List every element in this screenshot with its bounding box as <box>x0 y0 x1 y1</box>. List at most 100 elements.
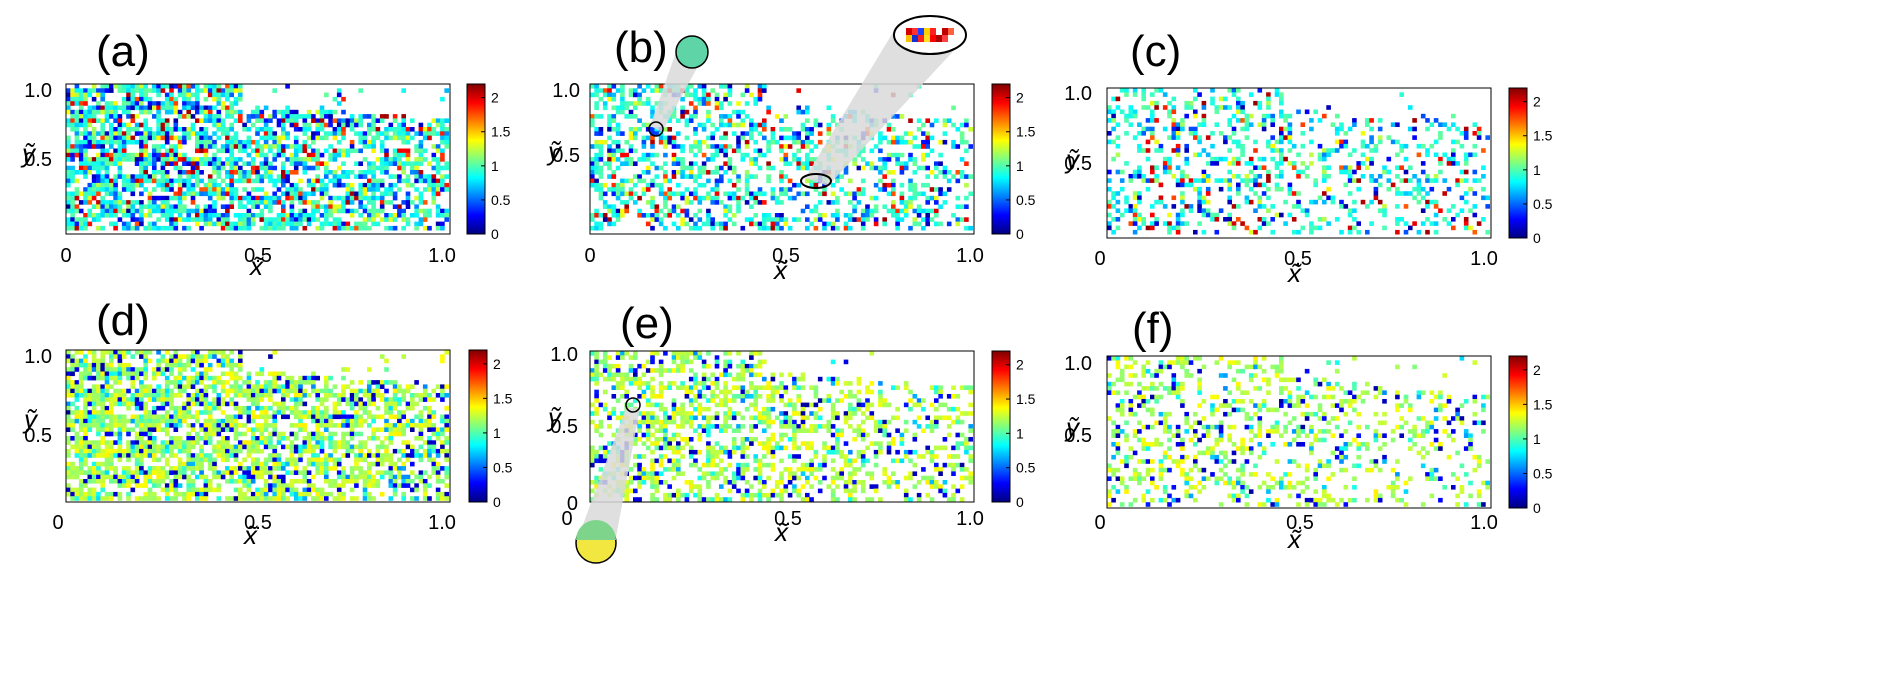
heatmap-cell <box>1214 105 1220 110</box>
heatmap-cell <box>250 393 256 398</box>
heatmap-cell <box>1485 229 1490 235</box>
heatmap-cell <box>276 122 282 128</box>
heatmap-cell <box>697 96 703 102</box>
heatmap-cell <box>371 208 376 214</box>
heatmap-cell <box>233 405 239 411</box>
heatmap-cell <box>1304 165 1310 170</box>
heatmap-cell <box>1107 131 1112 136</box>
heatmap-cell <box>1420 161 1426 166</box>
heatmap-cell <box>835 217 840 222</box>
heatmap-cell <box>1253 174 1258 179</box>
heatmap-cell <box>164 213 170 218</box>
heatmap-cell <box>663 139 668 145</box>
heatmap-cell <box>878 135 883 141</box>
heatmap-cell <box>1167 161 1172 166</box>
heatmap-cell <box>113 187 118 192</box>
heatmap-cell <box>104 448 110 454</box>
heatmap-cell <box>233 496 239 501</box>
heatmap-cell <box>392 131 398 136</box>
heatmap-cell <box>126 470 131 475</box>
heatmap-cell <box>195 410 200 415</box>
heatmap-cell <box>414 225 419 231</box>
heatmap-cell <box>813 157 819 162</box>
heatmap-cell <box>645 170 651 175</box>
heatmap-cell <box>143 96 148 102</box>
heatmap-cell <box>126 208 131 214</box>
heatmap-cell <box>697 165 703 171</box>
heatmap-cell <box>143 170 148 175</box>
heatmap-cell <box>753 96 758 102</box>
heatmap-cell <box>259 118 265 123</box>
heatmap-cell <box>1399 143 1404 149</box>
heatmap-cell <box>203 118 209 123</box>
heatmap-cell <box>959 217 965 222</box>
heatmap-cell <box>130 393 136 398</box>
heatmap-cell <box>1317 225 1323 231</box>
heatmap-cell <box>903 204 909 209</box>
heatmap-cell <box>611 157 617 162</box>
heatmap-cell <box>1283 156 1288 162</box>
heatmap-cell <box>1231 161 1237 166</box>
heatmap-cell <box>225 208 230 214</box>
heatmap-cell <box>87 170 93 175</box>
heatmap-cell <box>203 187 209 192</box>
heatmap-cell <box>242 204 247 209</box>
heatmap-cell <box>143 496 148 501</box>
heatmap-cell <box>379 195 385 201</box>
heatmap-cell <box>740 131 746 136</box>
heatmap-cell <box>1330 122 1336 127</box>
heatmap-cell <box>83 401 88 407</box>
heatmap-cell <box>830 200 836 205</box>
heatmap-cell <box>1369 148 1374 153</box>
heatmap-cell <box>710 157 715 162</box>
heatmap-cell <box>212 92 217 98</box>
heatmap-cell <box>332 225 338 231</box>
heatmap-cell <box>259 367 265 372</box>
heatmap-cell <box>1279 212 1284 218</box>
heatmap-cell <box>740 195 746 201</box>
heatmap-cell <box>143 367 148 372</box>
heatmap-cell <box>298 178 303 184</box>
heatmap-cell <box>229 371 234 377</box>
heatmap-cell <box>302 191 308 197</box>
heatmap-cell <box>212 182 217 188</box>
heatmap-cell <box>860 217 866 222</box>
heatmap-cell <box>70 444 75 450</box>
heatmap-cell <box>91 114 97 119</box>
heatmap-cell <box>96 182 101 188</box>
heatmap-cell <box>602 217 608 222</box>
heatmap-cell <box>1261 204 1267 209</box>
heatmap-cell <box>212 487 217 493</box>
heatmap-cell <box>1132 221 1138 226</box>
heatmap-cell <box>714 148 720 154</box>
heatmap-cell <box>637 195 642 201</box>
heatmap-cell <box>250 410 256 415</box>
heatmap-cell <box>195 135 200 141</box>
heatmap-cell <box>293 109 299 115</box>
heatmap-cell <box>70 384 75 389</box>
heatmap-cell <box>121 144 127 149</box>
heatmap-cell <box>1107 139 1112 145</box>
heatmap-cell <box>66 152 71 158</box>
heatmap-cell <box>444 213 449 218</box>
heatmap-cell <box>710 144 715 149</box>
heatmap-cell <box>697 200 703 205</box>
heatmap-cell <box>637 213 642 218</box>
heatmap-cell <box>96 187 101 192</box>
heatmap-cell <box>233 213 239 218</box>
heatmap-cell <box>440 187 445 192</box>
heatmap-cell <box>250 388 256 394</box>
heatmap-cell <box>787 195 793 201</box>
heatmap-cell <box>856 165 862 171</box>
heatmap-cell <box>173 483 179 488</box>
heatmap-cell <box>109 84 114 89</box>
heatmap-cell <box>706 101 711 106</box>
heatmap-cell <box>826 131 832 136</box>
heatmap-cell <box>1175 178 1181 183</box>
heatmap-cell <box>293 161 299 166</box>
heatmap-cell <box>169 127 174 132</box>
heatmap-cell <box>440 213 445 218</box>
heatmap-cell <box>817 131 823 136</box>
heatmap-cell <box>160 401 166 407</box>
heatmap-cell <box>117 204 123 209</box>
